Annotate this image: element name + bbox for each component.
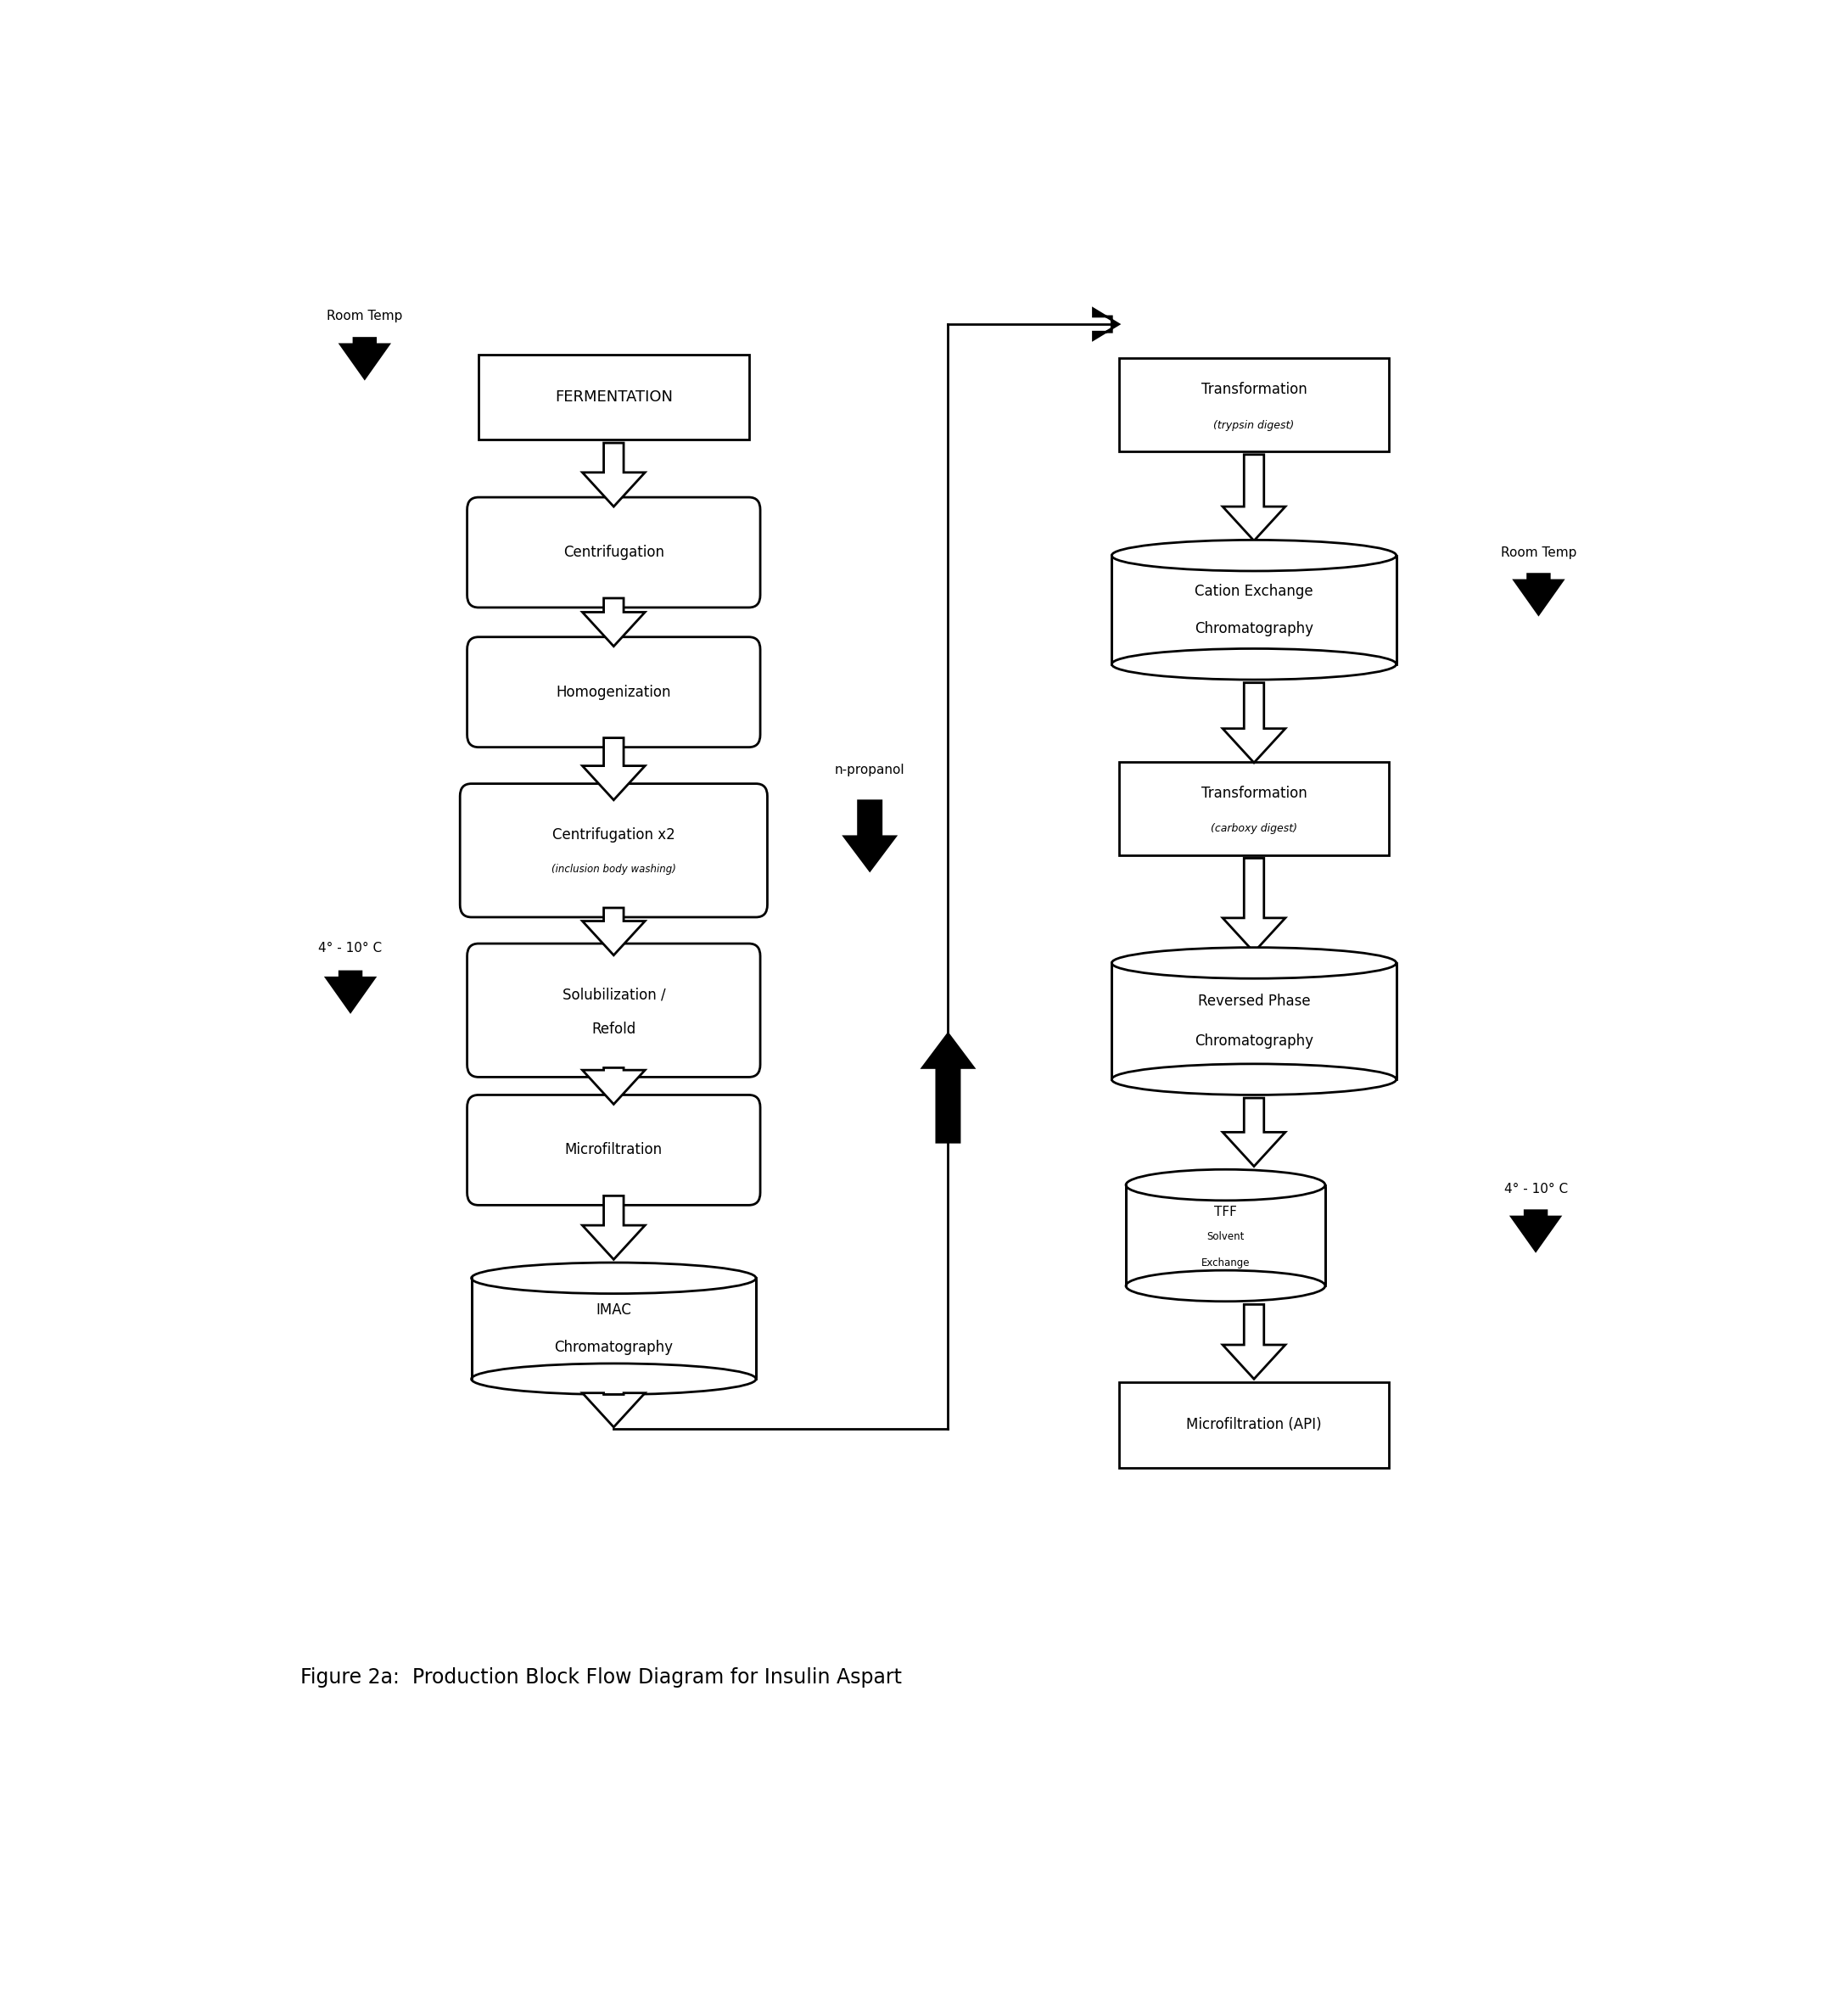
Text: Centrifugation x2: Centrifugation x2 xyxy=(553,827,676,843)
Text: TFF: TFF xyxy=(1214,1206,1237,1218)
FancyBboxPatch shape xyxy=(466,943,760,1077)
Text: Centrifugation: Centrifugation xyxy=(564,544,665,560)
Text: Chromatography: Chromatography xyxy=(1195,1034,1313,1048)
FancyBboxPatch shape xyxy=(1118,359,1390,452)
Polygon shape xyxy=(582,1393,644,1427)
Ellipse shape xyxy=(472,1262,756,1294)
Polygon shape xyxy=(582,907,644,956)
Ellipse shape xyxy=(1111,948,1395,978)
Polygon shape xyxy=(582,738,644,800)
Ellipse shape xyxy=(1125,1169,1326,1200)
Polygon shape xyxy=(340,339,389,379)
Text: 4° - 10° C: 4° - 10° C xyxy=(1504,1183,1568,1195)
FancyBboxPatch shape xyxy=(466,637,760,748)
Text: Transformation: Transformation xyxy=(1201,786,1307,800)
Text: Solubilization /: Solubilization / xyxy=(562,988,665,1002)
FancyBboxPatch shape xyxy=(1125,1185,1326,1286)
FancyBboxPatch shape xyxy=(466,1095,760,1206)
FancyBboxPatch shape xyxy=(1113,964,1397,1079)
Ellipse shape xyxy=(1125,1270,1326,1302)
Text: IMAC: IMAC xyxy=(597,1302,632,1318)
FancyBboxPatch shape xyxy=(466,498,760,607)
Text: Figure 2a:  Production Block Flow Diagram for Insulin Aspart: Figure 2a: Production Block Flow Diagram… xyxy=(301,1667,901,1687)
Polygon shape xyxy=(1223,1099,1285,1167)
Text: Room Temp: Room Temp xyxy=(327,310,402,323)
FancyBboxPatch shape xyxy=(1118,762,1390,855)
Text: Chromatography: Chromatography xyxy=(1195,621,1313,637)
FancyBboxPatch shape xyxy=(472,1278,756,1379)
Text: n-propanol: n-propanol xyxy=(835,764,905,776)
Polygon shape xyxy=(1223,683,1285,762)
Text: Transformation: Transformation xyxy=(1201,381,1307,397)
Ellipse shape xyxy=(1111,1064,1395,1095)
Text: FERMENTATION: FERMENTATION xyxy=(554,389,672,405)
Polygon shape xyxy=(582,1068,644,1105)
Polygon shape xyxy=(845,800,896,871)
Ellipse shape xyxy=(1111,649,1395,679)
Polygon shape xyxy=(1092,308,1118,341)
Text: Chromatography: Chromatography xyxy=(554,1339,674,1355)
Polygon shape xyxy=(582,599,644,647)
Text: Microfiltration (API): Microfiltration (API) xyxy=(1186,1417,1322,1433)
FancyBboxPatch shape xyxy=(1118,1383,1390,1468)
Ellipse shape xyxy=(472,1363,756,1395)
Text: Room Temp: Room Temp xyxy=(1500,546,1577,558)
Polygon shape xyxy=(1515,575,1562,615)
Polygon shape xyxy=(1223,454,1285,540)
Polygon shape xyxy=(1223,859,1285,952)
Text: (inclusion body washing): (inclusion body washing) xyxy=(551,863,676,875)
Text: (carboxy digest): (carboxy digest) xyxy=(1210,823,1298,835)
Text: Cation Exchange: Cation Exchange xyxy=(1195,583,1313,599)
FancyBboxPatch shape xyxy=(1113,556,1397,663)
Text: Refold: Refold xyxy=(591,1022,635,1036)
Text: Solvent: Solvent xyxy=(1206,1232,1245,1242)
FancyBboxPatch shape xyxy=(479,355,749,439)
Polygon shape xyxy=(582,1195,644,1260)
Polygon shape xyxy=(327,972,375,1012)
Ellipse shape xyxy=(1111,540,1395,571)
Polygon shape xyxy=(1223,1304,1285,1379)
Polygon shape xyxy=(1511,1210,1561,1250)
Text: Reversed Phase: Reversed Phase xyxy=(1197,994,1311,1008)
Polygon shape xyxy=(582,444,644,506)
Polygon shape xyxy=(922,1034,973,1143)
FancyBboxPatch shape xyxy=(461,784,767,917)
Text: 4° - 10° C: 4° - 10° C xyxy=(319,941,382,956)
Text: Homogenization: Homogenization xyxy=(556,685,672,700)
Text: Exchange: Exchange xyxy=(1201,1258,1250,1268)
Text: (trypsin digest): (trypsin digest) xyxy=(1214,419,1294,431)
Text: Microfiltration: Microfiltration xyxy=(565,1143,663,1157)
